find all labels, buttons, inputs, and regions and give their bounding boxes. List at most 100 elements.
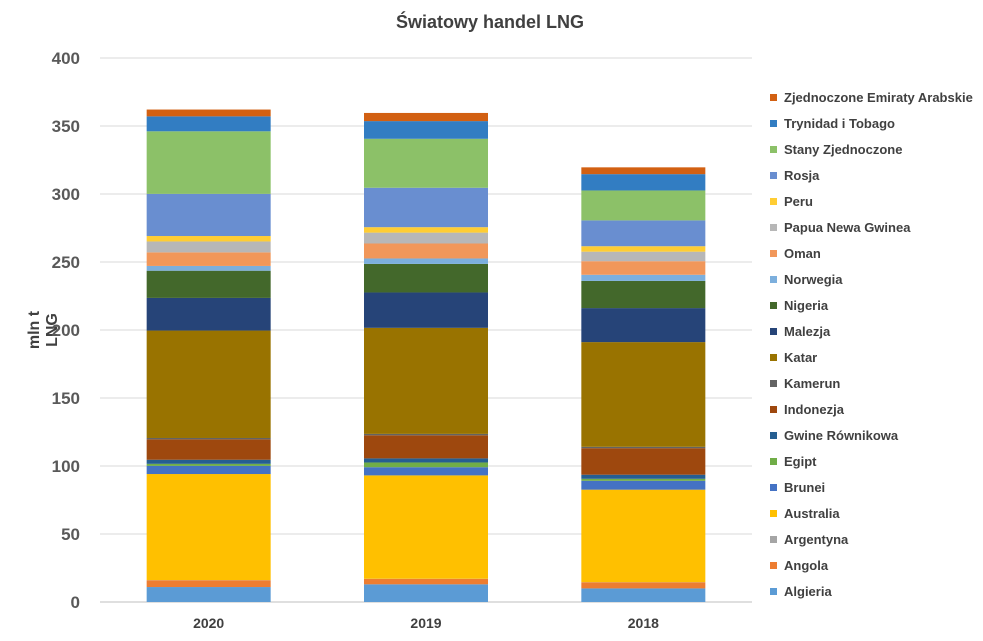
bar-segment-oman — [364, 243, 488, 259]
bar-segment-algieria — [364, 584, 488, 602]
legend-label: Peru — [784, 193, 813, 209]
bar-segment-malezja — [146, 297, 271, 331]
bar-segment-angola — [146, 580, 271, 588]
bar-segment-trynidad-i-tobago — [581, 174, 706, 191]
legend-swatch — [770, 561, 777, 569]
legend-item: Trynidad i Tobago — [770, 110, 980, 136]
legend-label: Katar — [784, 349, 818, 365]
bar-segment-gwine-równikowa — [364, 458, 488, 463]
chart-title: Światowy handel LNG — [395, 12, 585, 32]
bar-segment-kamerun — [364, 433, 488, 436]
bar-segment-rosja — [364, 187, 488, 228]
bar-segment-zjednoczone-emiraty-arabskie — [581, 167, 706, 175]
legend-label: Australia — [784, 505, 840, 521]
legend-swatch — [770, 431, 777, 439]
legend-label: Algieria — [784, 583, 832, 599]
bar-segment-indonezja — [581, 448, 706, 475]
legend-label: Kamerun — [784, 375, 841, 391]
bar-segment-trynidad-i-tobago — [364, 121, 488, 139]
legend-label: Angola — [784, 557, 829, 573]
bar-segment-egipt — [146, 463, 271, 466]
bar-segment-brunei — [581, 480, 706, 490]
legend-label: Norwegia — [784, 271, 843, 287]
legend-label: Gwine Równikowa — [784, 427, 899, 443]
bar-segment-egipt — [581, 478, 706, 481]
legend-item: Stany Zjednoczone — [770, 136, 980, 162]
legend-label: Zjednoczone Emiraty Arabskie — [784, 89, 973, 105]
bar-segment-oman — [581, 261, 706, 275]
bar-segment-papua-newa-gwinea — [146, 241, 271, 253]
legend-item: Peru — [770, 188, 980, 214]
bar-segment-papua-newa-gwinea — [364, 232, 488, 244]
legend-item: Zjednoczone Emiraty Arabskie — [770, 84, 980, 110]
x-tick-label: 2019 — [410, 615, 441, 631]
y-tick-label: 0 — [71, 593, 80, 612]
bar-segment-indonezja — [146, 439, 271, 460]
bar-segment-peru — [581, 246, 706, 252]
bar-segment-algieria — [581, 588, 706, 602]
bar-segment-australia — [581, 489, 706, 583]
bar-segment-australia — [146, 474, 271, 581]
bar-segment-malezja — [364, 292, 488, 328]
bar-segment-gwine-równikowa — [146, 459, 271, 464]
legend-item: Katar — [770, 344, 980, 370]
bar-segment-norwegia — [146, 265, 271, 271]
legend-item: Rosja — [770, 162, 980, 188]
legend-swatch — [770, 145, 777, 153]
legend-label: Argentyna — [784, 531, 849, 547]
legend-swatch — [770, 379, 777, 387]
y-tick-label: 300 — [52, 185, 80, 204]
bar-segment-zjednoczone-emiraty-arabskie — [146, 109, 271, 117]
legend-item: Norwegia — [770, 266, 980, 292]
bar-segment-egipt — [364, 462, 488, 468]
y-tick-label: 250 — [52, 253, 80, 272]
legend-item: Australia — [770, 500, 980, 526]
legend-label: Malezja — [784, 323, 831, 339]
legend-item: Kamerun — [770, 370, 980, 396]
bar-segment-katar — [364, 327, 488, 434]
bar-segment-brunei — [364, 467, 488, 476]
legend-item: Egipt — [770, 448, 980, 474]
legend-item: Oman — [770, 240, 980, 266]
legend-item: Papua Newa Gwinea — [770, 214, 980, 240]
bar-segment-katar — [146, 330, 271, 438]
legend-item: Argentyna — [770, 526, 980, 552]
legend-item: Algieria — [770, 578, 980, 604]
legend-item: Indonezja — [770, 396, 980, 422]
legend-label: Nigeria — [784, 297, 829, 313]
legend-swatch — [770, 93, 777, 101]
bar-segment-nigeria — [581, 280, 706, 309]
bar-segment-brunei — [146, 465, 271, 475]
legend-label: Papua Newa Gwinea — [784, 219, 911, 235]
legend-swatch — [770, 249, 777, 257]
bar-segment-norwegia — [364, 258, 488, 264]
legend-swatch — [770, 171, 777, 179]
bar-segment-angola — [581, 582, 706, 589]
legend-item: Brunei — [770, 474, 980, 500]
legend-item: Angola — [770, 552, 980, 578]
legend-swatch — [770, 457, 777, 465]
bar-segment-algieria — [146, 587, 271, 602]
bar-segment-kamerun — [146, 437, 271, 440]
x-tick-label: 2020 — [193, 615, 224, 631]
bar-segment-rosja — [581, 220, 706, 247]
legend-swatch — [770, 275, 777, 283]
y-tick-label: 200 — [52, 321, 80, 340]
legend-swatch — [770, 353, 777, 361]
legend-item: Nigeria — [770, 292, 980, 318]
x-tick-label: 2018 — [628, 615, 659, 631]
legend-label: Indonezja — [784, 401, 844, 417]
bar-segment-rosja — [146, 193, 271, 237]
legend-label: Oman — [784, 245, 821, 261]
legend-swatch — [770, 119, 777, 127]
bar-segment-norwegia — [581, 274, 706, 281]
legend-label: Stany Zjednoczone — [784, 141, 903, 157]
legend-label: Egipt — [784, 453, 817, 469]
bar-segment-kamerun — [581, 446, 706, 449]
bar-segment-stany-zjednoczone — [364, 138, 488, 188]
bar-segment-nigeria — [364, 263, 488, 293]
y-tick-label: 150 — [52, 389, 80, 408]
legend-swatch — [770, 327, 777, 335]
